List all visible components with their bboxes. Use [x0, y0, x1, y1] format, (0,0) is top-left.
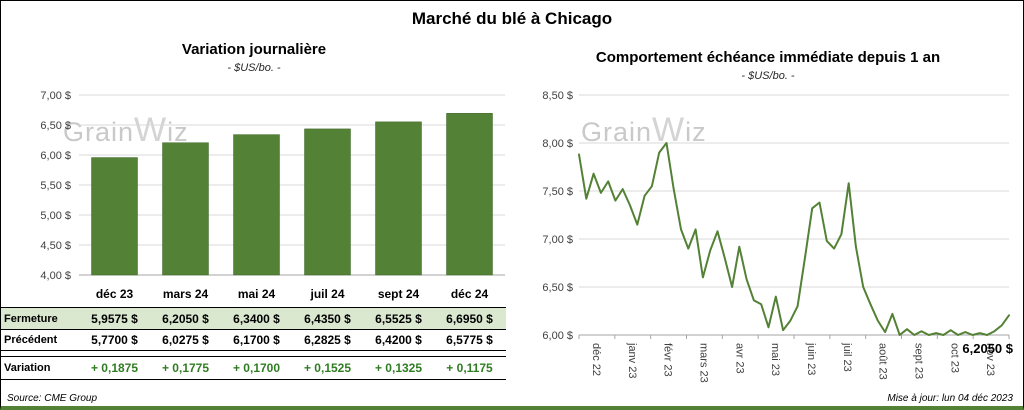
- x-tick-label: juil 23: [841, 342, 853, 372]
- y-tick-label: 5,50 $: [40, 180, 71, 192]
- y-tick-label: 6,00 $: [40, 150, 71, 162]
- bar-chart-subtitle: - $US/bo. -: [227, 62, 281, 74]
- y-tick-label: 6,50 $: [40, 120, 71, 132]
- table-cell: 6,0275 $: [162, 333, 209, 347]
- grainwiz-watermark: GrainWiz: [581, 111, 707, 149]
- row-label: Précédent: [4, 334, 58, 346]
- watermark-w-glyph: W: [134, 111, 168, 149]
- bar-category-label: déc 23: [95, 287, 134, 301]
- x-tick-label: févr 23: [662, 343, 674, 377]
- category-row-spacer: [1, 287, 79, 305]
- x-tick-label: août 23: [877, 343, 889, 380]
- table-cell: 6,5775 $: [446, 333, 493, 347]
- table-cell: 5,7700 $: [91, 333, 138, 347]
- table-cell: 6,2050 $: [162, 311, 209, 326]
- table-row-0: Fermeture 5,9575 $ 6,2050 $ 6,3400 $ 6,4350 …: [1, 307, 506, 329]
- y-tick-label: 8,50 $: [542, 90, 573, 102]
- table-cell: 6,4200 $: [375, 333, 422, 347]
- table-cell: 6,2825 $: [304, 333, 351, 347]
- y-tick-label: 6,00 $: [542, 330, 573, 342]
- x-tick-label: sept 23: [912, 343, 924, 379]
- table-cell: + 0,1325: [374, 361, 423, 375]
- x-tick-label: janv 23: [626, 342, 638, 378]
- y-tick-label: 4,00 $: [40, 270, 71, 282]
- bar-chart-svg: 7,00 $ 6,50 $ 6,00 $ 5,50 $ 5,00 $ 4,50 $ 4,00…: [40, 90, 505, 282]
- table-cell: + 0,1875: [90, 361, 139, 375]
- table-cell: 6,4350 $: [304, 311, 351, 326]
- x-tick-label: juin 23: [805, 342, 817, 375]
- bar-category-label: juil 24: [310, 287, 345, 301]
- table-cell: 6,6950 $: [446, 311, 493, 326]
- y-tick-label: 7,50 $: [542, 186, 573, 198]
- x-tick-label: avr 23: [733, 343, 745, 374]
- table-cell: 6,5525 $: [375, 311, 422, 326]
- source-note: Source: CME Group: [7, 393, 98, 404]
- table-cell: 5,9575 $: [91, 311, 138, 326]
- x-tick-label: déc 22: [590, 343, 602, 376]
- bar-chart-title: Variation journalière: [181, 41, 327, 58]
- bar: [91, 157, 138, 276]
- row-label: Variation: [4, 362, 51, 374]
- daily-variation-panel: Variation journalière - $US/bo. - GrainW…: [1, 35, 507, 406]
- row-label: Fermeture: [4, 312, 58, 325]
- table-row-2: Variation + 0,1875 + 0,1775 + 0,1700 + 0,152…: [1, 356, 506, 380]
- bar-category-label: déc 24: [450, 287, 489, 301]
- line-chart-title: Comportement échéance immédiate depuis 1…: [595, 49, 941, 66]
- table-cell: 6,3400 $: [233, 311, 280, 326]
- price-table: Fermeture 5,9575 $ 6,2050 $ 6,3400 $ 6,4350 …: [1, 307, 506, 380]
- y-tick-label: 7,00 $: [40, 90, 71, 102]
- line-chart-svg: 8,50 $ 8,00 $ 7,50 $ 7,00 $ 6,50 $ 6,00 $ déc …: [542, 90, 1013, 383]
- table-cell: 6,1700 $: [233, 333, 280, 347]
- y-tick-label: 7,00 $: [542, 234, 573, 246]
- bar-category-label: sept 24: [377, 287, 420, 301]
- bar-category-label: mars 24: [162, 287, 209, 301]
- y-tick-label: 5,00 $: [40, 210, 71, 222]
- page-title: Marché du blé à Chicago: [411, 9, 613, 28]
- table-cell: + 0,1525: [303, 361, 352, 375]
- table-cell: + 0,1175: [446, 361, 493, 375]
- x-tick-label: mai 23: [769, 343, 781, 376]
- front-month-panel: Comportement échéance immédiate depuis 1…: [513, 35, 1023, 406]
- bar: [233, 134, 280, 276]
- y-tick-label: 8,00 $: [542, 138, 573, 150]
- last-price-label: 6,2050 $: [962, 341, 1013, 356]
- bar: [446, 113, 493, 276]
- y-tick-label: 6,50 $: [542, 282, 573, 294]
- table-row-1: Précédent 5,7700 $ 6,0275 $ 6,1700 $ 6,2825 …: [1, 329, 506, 351]
- bar-category-label: mai 24: [237, 287, 276, 301]
- price-line: [578, 142, 1010, 336]
- line-chart-subtitle: - $US/bo. -: [741, 70, 795, 82]
- table-cell: + 0,1700: [232, 361, 281, 375]
- x-tick-label: oct 23: [948, 343, 960, 373]
- y-tick-label: 4,50 $: [40, 240, 71, 252]
- bar: [162, 142, 209, 276]
- grainwiz-watermark: GrainWiz: [63, 111, 189, 149]
- bar-category-row: déc 23 mars 24 mai 24 juil 24 sept 24 déc 24: [1, 287, 505, 305]
- bar: [304, 128, 351, 276]
- x-tick-label: nov 23: [984, 343, 996, 376]
- bar: [375, 121, 422, 276]
- x-tick-label: mars 23: [697, 343, 709, 383]
- table-cell: + 0,1775: [161, 361, 210, 375]
- update-note: Mise à jour: lun 04 déc 2023: [887, 393, 1013, 404]
